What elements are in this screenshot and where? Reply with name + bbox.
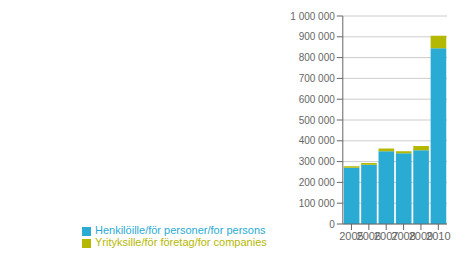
svg-text:1 000 000: 1 000 000 [290,11,335,22]
svg-text:2007: 2007 [374,229,399,242]
svg-text:0: 0 [329,219,335,230]
svg-text:300 000: 300 000 [299,156,336,167]
html-text:Henkilöille/för personer/for p: Henkilöille/för personer/for persons [95,224,266,236]
svg-text:500 000: 500 000 [299,115,336,126]
html-text:Yrityksille/för företag/for co: Yrityksille/för företag/for companies [95,236,267,248]
svg-text:2005: 2005 [339,229,364,242]
svg-text:100 000: 100 000 [299,198,336,209]
svg-text:400 000: 400 000 [299,135,336,146]
svg-text:2006: 2006 [356,229,382,242]
svg-text:200 000: 200 000 [299,177,336,188]
svg-text:800 000: 800 000 [299,52,336,63]
svg-text:2008: 2008 [391,229,416,242]
svg-text:900 000: 900 000 [299,31,336,42]
svg-text:700 000: 700 000 [299,73,336,84]
svg-text:2010: 2010 [426,230,450,242]
svg-text:600 000: 600 000 [299,94,336,105]
svg-text:2009: 2009 [408,229,434,242]
